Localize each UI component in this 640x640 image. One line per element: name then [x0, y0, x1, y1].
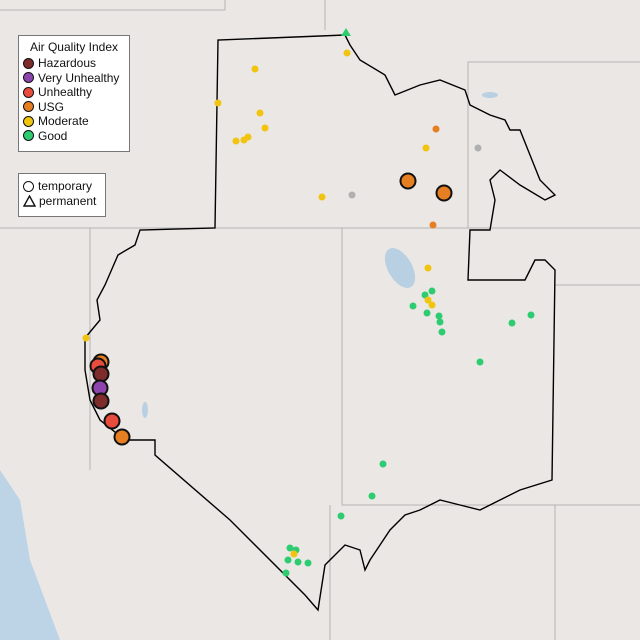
legend-label: Unhealthy	[38, 85, 93, 100]
monitor-moderate[interactable]	[232, 137, 240, 145]
legend-item-unhealthy: Unhealthy	[19, 85, 129, 100]
swatch-icon	[23, 86, 34, 98]
monitor-good[interactable]	[284, 556, 292, 564]
swatch-icon	[23, 115, 34, 127]
aqi-legend: Air Quality Index Hazardous Very Unhealth…	[18, 35, 130, 152]
monitor-good[interactable]	[409, 302, 417, 310]
monitor-permanent[interactable]	[341, 28, 351, 36]
legend-label: Moderate	[38, 114, 89, 129]
monitor-usg[interactable]	[113, 428, 131, 446]
monitor-moderate[interactable]	[261, 124, 269, 132]
legend-item-very-unhealthy: Very Unhealthy	[19, 71, 129, 86]
monitor-moderate[interactable]	[251, 65, 259, 73]
legend-title: Air Quality Index	[29, 40, 119, 54]
monitor-usg[interactable]	[429, 221, 437, 229]
monitor-good[interactable]	[282, 569, 290, 577]
monitor-good[interactable]	[368, 492, 376, 500]
legend-item-hazardous: Hazardous	[19, 56, 129, 71]
legend-label: USG	[38, 99, 65, 114]
monitor-moderate[interactable]	[318, 193, 326, 201]
legend-label: Good	[38, 128, 68, 143]
monitor-good[interactable]	[294, 558, 302, 566]
monitor-markers	[82, 28, 535, 577]
monitor-good[interactable]	[428, 287, 436, 295]
monitor-good[interactable]	[337, 512, 345, 520]
type-legend: temporary permanent	[18, 173, 106, 217]
monitor-moderate[interactable]	[214, 99, 222, 107]
swatch-icon	[23, 101, 34, 113]
region-outline	[84, 34, 557, 612]
monitor-unhealthy[interactable]	[103, 412, 121, 430]
monitor-good[interactable]	[527, 311, 535, 319]
legend-item-temporary: temporary	[19, 179, 105, 194]
monitor-good[interactable]	[435, 312, 443, 320]
legend-label: permanent	[39, 193, 97, 208]
swatch-icon	[23, 57, 34, 69]
circle-icon	[23, 180, 34, 192]
monitor-moderate[interactable]	[256, 109, 264, 117]
monitor-good[interactable]	[508, 319, 516, 327]
monitor-moderate[interactable]	[428, 301, 436, 309]
monitor-hazardous[interactable]	[92, 392, 110, 410]
monitor-good[interactable]	[438, 328, 446, 336]
legend-item-permanent: permanent	[19, 194, 105, 209]
monitor-no-data[interactable]	[474, 144, 482, 152]
monitor-good[interactable]	[476, 358, 484, 366]
legend-label: temporary	[38, 179, 93, 194]
legend-item-moderate: Moderate	[19, 114, 129, 129]
monitor-good[interactable]	[304, 559, 312, 567]
ocean	[0, 470, 60, 640]
swatch-icon	[23, 72, 34, 84]
monitor-usg[interactable]	[435, 184, 453, 202]
legend-label: Very Unhealthy	[38, 70, 120, 85]
monitor-usg[interactable]	[399, 172, 417, 190]
monitor-moderate[interactable]	[290, 550, 298, 558]
legend-item-usg: USG	[19, 100, 129, 115]
legend-label: Hazardous	[38, 56, 97, 71]
monitor-moderate[interactable]	[424, 264, 432, 272]
monitor-good[interactable]	[379, 460, 387, 468]
monitor-moderate[interactable]	[422, 144, 430, 152]
triangle-icon	[23, 194, 36, 207]
monitor-no-data[interactable]	[348, 191, 356, 199]
monitor-good[interactable]	[286, 544, 294, 552]
monitor-moderate[interactable]	[343, 49, 351, 57]
monitor-moderate[interactable]	[424, 296, 432, 304]
monitor-good[interactable]	[436, 318, 444, 326]
monitor-good[interactable]	[423, 309, 431, 317]
swatch-icon	[23, 130, 34, 142]
monitor-hazardous[interactable]	[92, 365, 110, 383]
lakes	[142, 92, 498, 418]
legend-item-good: Good	[19, 129, 129, 144]
monitor-usg[interactable]	[432, 125, 440, 133]
monitor-moderate[interactable]	[244, 133, 252, 141]
monitor-moderate[interactable]	[82, 334, 90, 342]
